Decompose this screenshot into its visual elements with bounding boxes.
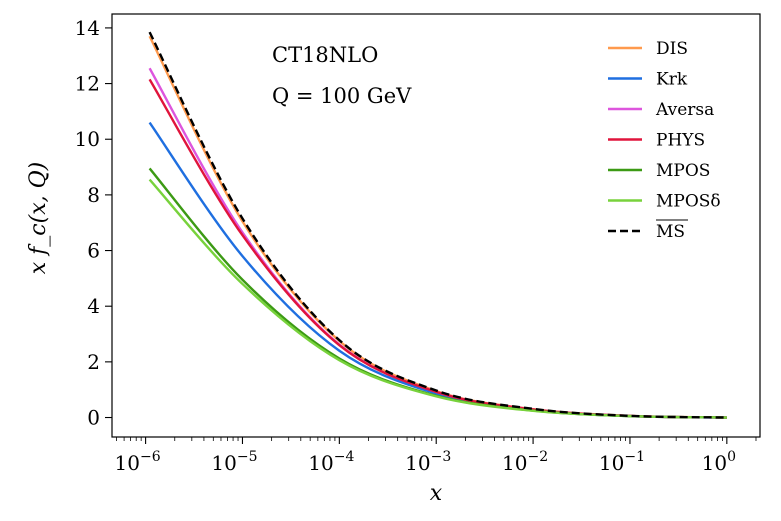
series-line-krk xyxy=(148,121,727,419)
legend-label: MPOS xyxy=(656,161,710,181)
legend-label: MS xyxy=(656,222,685,242)
x-tick-label: 10−2 xyxy=(502,449,548,475)
y-tick-label: 2 xyxy=(87,350,100,374)
legend-label: PHYS xyxy=(656,131,705,151)
y-tick-label: 6 xyxy=(87,239,100,263)
y-tick-label: 4 xyxy=(87,294,100,318)
annotation-dataset: CT18NLO xyxy=(272,43,378,67)
y-tick-label: 0 xyxy=(87,406,100,430)
legend: DIS Krk Aversa PHYS MPOS MPOSδ MS xyxy=(608,39,721,242)
x-tick-label: 10−1 xyxy=(599,449,645,475)
series-layer xyxy=(148,31,727,419)
annotation-scale: Q = 100 GeV xyxy=(272,84,412,108)
y-tick-label: 12 xyxy=(75,72,100,96)
y-tick-label: 10 xyxy=(75,127,100,151)
series-line-mposdelta xyxy=(148,178,727,419)
x-tick-label: 10−6 xyxy=(115,449,161,475)
y-tick-label: 14 xyxy=(75,16,100,40)
x-axis-label: x xyxy=(430,481,443,506)
x-tick-label: 100 xyxy=(702,449,736,475)
legend-label: MPOSδ xyxy=(656,192,721,212)
x-tick-label: 10−3 xyxy=(405,449,451,475)
y-axis-label: x f_c(x, Q) xyxy=(26,162,51,274)
y-tick-label: 8 xyxy=(87,183,100,207)
legend-label: Krk xyxy=(656,70,688,90)
series-line-ms xyxy=(148,31,727,419)
x-tick-label: 10−4 xyxy=(308,449,354,475)
legend-label: DIS xyxy=(656,39,688,59)
x-tick-label: 10−5 xyxy=(211,449,257,475)
legend-label: Aversa xyxy=(655,100,714,120)
series-line-aversa xyxy=(148,67,727,419)
